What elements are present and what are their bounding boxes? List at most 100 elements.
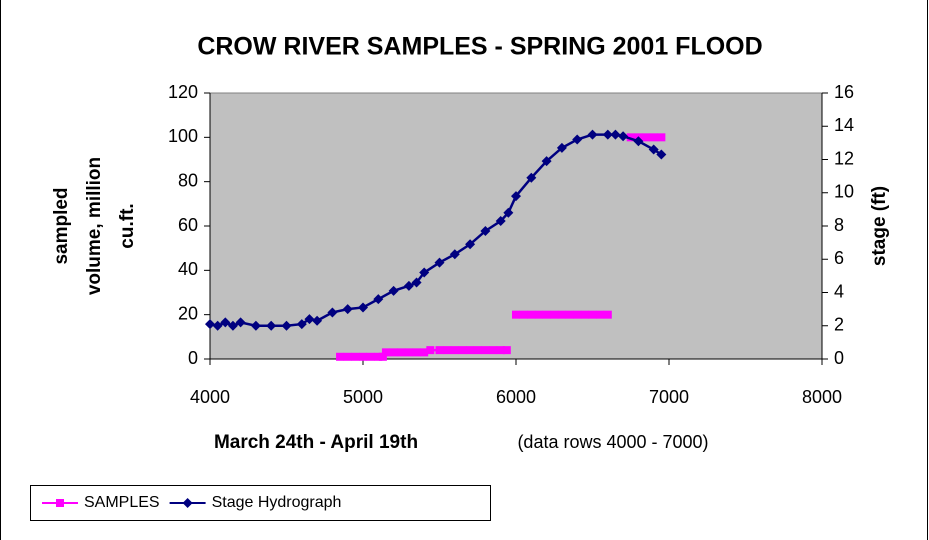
data-point [388, 285, 399, 296]
data-point [327, 307, 338, 318]
data-point [526, 172, 537, 183]
data-point [466, 346, 475, 355]
data-point [572, 134, 583, 145]
data-point [480, 225, 491, 236]
data-point [633, 136, 644, 147]
y2-tick-label: 10 [834, 182, 854, 202]
data-point [519, 310, 528, 319]
y2-tick-label: 14 [834, 115, 854, 135]
data-point [649, 133, 658, 142]
y-tick-label: 100 [168, 126, 198, 146]
data-point [596, 310, 605, 319]
data-point [527, 310, 536, 319]
data-point [336, 352, 345, 361]
data-point [212, 320, 223, 331]
data-point [419, 267, 430, 278]
legend-label: Stage Hydrograph [212, 494, 342, 511]
data-point [550, 310, 559, 319]
data-point [657, 133, 666, 142]
legend-marker [56, 499, 64, 507]
data-point [503, 207, 514, 218]
legend-label: SAMPLES [84, 494, 160, 511]
x-tick-label: 5000 [343, 387, 383, 407]
y2-tick-label: 4 [834, 281, 844, 301]
data-point [351, 352, 360, 361]
x-axis-title: (data rows 4000 - 7000) [517, 432, 708, 452]
data-point [342, 304, 353, 315]
y-tick-label: 20 [178, 303, 198, 323]
data-point [603, 310, 612, 319]
data-point [458, 346, 467, 355]
data-point [420, 348, 429, 357]
y2-tick-label: 8 [834, 215, 844, 235]
y-axis-title: cu.ft. [117, 203, 138, 248]
y-tick-label: 80 [178, 170, 198, 190]
x-tick-label: 7000 [649, 387, 689, 407]
y2-tick-label: 6 [834, 248, 844, 268]
data-point [205, 319, 215, 330]
data-point [312, 315, 323, 326]
data-point [587, 129, 598, 140]
y2-tick-label: 2 [834, 315, 844, 335]
data-point [481, 346, 490, 355]
data-point [235, 317, 246, 328]
data-point [541, 156, 552, 167]
y-tick-label: 120 [168, 82, 198, 102]
data-point [450, 346, 459, 355]
data-point [556, 142, 567, 153]
data-point [512, 310, 520, 319]
data-point [411, 277, 422, 288]
data-point [542, 310, 551, 319]
data-point [642, 133, 651, 142]
data-point [489, 346, 498, 355]
y-tick-label: 60 [178, 215, 198, 235]
data-point [618, 131, 629, 142]
data-point [220, 317, 231, 328]
data-point [359, 352, 367, 361]
data-point [397, 348, 406, 357]
data-point [610, 129, 621, 140]
data-point [443, 346, 452, 355]
data-point [266, 320, 277, 331]
data-point [495, 216, 506, 227]
legend-box [30, 485, 491, 521]
data-point [435, 346, 444, 355]
x-tick-label: 4000 [190, 387, 230, 407]
y2-tick-label: 0 [834, 348, 844, 368]
data-point [602, 129, 613, 140]
y-tick-label: 40 [178, 259, 198, 279]
y-axis-title: volume, million [84, 157, 105, 295]
data-point [648, 144, 659, 155]
data-point [496, 346, 505, 355]
data-point [366, 352, 375, 361]
data-point [227, 320, 238, 331]
data-point [389, 348, 398, 357]
data-point [358, 302, 368, 313]
data-point [502, 346, 511, 355]
y-tick-label: 0 [188, 348, 198, 368]
data-point [404, 348, 413, 357]
data-point [250, 320, 261, 331]
data-point [403, 280, 414, 291]
data-point [343, 352, 352, 361]
y-axis-title: sampled [51, 187, 72, 264]
data-point [588, 310, 597, 319]
y2-tick-label: 12 [834, 148, 854, 168]
legend-marker [182, 498, 193, 508]
data-point [511, 191, 521, 202]
data-point [557, 310, 566, 319]
data-point [573, 310, 582, 319]
y2-tick-label: 16 [834, 82, 854, 102]
data-point [534, 310, 543, 319]
x-tick-label: 6000 [496, 387, 536, 407]
data-point [381, 348, 390, 357]
data-point [449, 249, 460, 260]
data-point [296, 319, 307, 330]
data-point [434, 257, 445, 268]
data-point [412, 348, 421, 357]
data-point [426, 346, 435, 355]
data-point [473, 346, 482, 355]
chart-title: CROW RIVER SAMPLES - SPRING 2001 FLOOD [197, 33, 762, 61]
x-axis-title-bold: March 24th - April 19th [214, 432, 418, 453]
